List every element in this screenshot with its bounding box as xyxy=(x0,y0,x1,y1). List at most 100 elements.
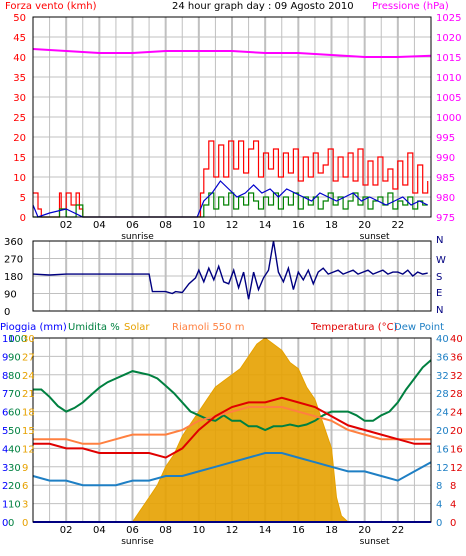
humidity-tick-label: 40 xyxy=(8,444,21,455)
x-tick-label: 14 xyxy=(259,220,272,231)
x-tick-label: 12 xyxy=(226,525,239,536)
humidity-tick-label: 50 xyxy=(8,426,21,437)
pressure-tick-label: 1025 xyxy=(436,13,461,24)
legend-rain: Pioggia (mm) xyxy=(0,322,67,333)
compass-label: E xyxy=(436,288,442,299)
rain-tick-label: 4 xyxy=(2,444,8,455)
x-tick-label: 10 xyxy=(192,220,205,231)
sunset-label: sunset xyxy=(360,232,390,242)
rain-tick-label: 10 xyxy=(2,334,15,345)
wind-avg-series xyxy=(33,192,428,218)
pressure-axis-title: Pressione (hPa) xyxy=(372,1,449,12)
direction-tick-label: 270 xyxy=(4,255,23,266)
wind-tick-label: 0 xyxy=(20,213,26,224)
pressure-tick-label: 980 xyxy=(436,193,455,204)
humidity-tick-label: 20 xyxy=(8,481,21,492)
humidity-tick-label: 10 xyxy=(8,500,21,511)
pressure-tick-label: 1005 xyxy=(436,93,461,104)
x-tick-label: 08 xyxy=(159,525,172,536)
sunrise-label: sunrise xyxy=(121,537,154,547)
humidity-tick-label: 0 xyxy=(8,518,14,529)
pressure-tick-label: 1020 xyxy=(436,33,461,44)
pressure-tick-label: 995 xyxy=(436,133,455,144)
direction-tick-label: 360 xyxy=(4,237,23,248)
x-tick-label: 16 xyxy=(292,220,305,231)
solar-tick-label: 6 xyxy=(22,481,28,492)
pressure-tick-label: 990 xyxy=(436,153,455,164)
plot-frame-2 xyxy=(32,240,432,312)
dewpoint-tick-label: 0 xyxy=(436,518,442,529)
legend-temperature: Temperatura (°C) xyxy=(310,322,398,333)
wind-tick-label: 30 xyxy=(13,93,26,104)
temperature-tick-label: 12 xyxy=(450,463,463,474)
wind-axis-title: Forza vento (kmh) xyxy=(5,1,97,12)
x-tick-label: 12 xyxy=(226,220,239,231)
x-tick-label: 20 xyxy=(358,220,371,231)
dewpoint-tick-label: 12 xyxy=(436,463,449,474)
pressure-tick-label: 1010 xyxy=(436,73,461,84)
wind-tick-label: 40 xyxy=(13,53,26,64)
rain-tick-label: 1 xyxy=(2,500,8,511)
direction-tick-label: 0 xyxy=(4,307,10,318)
dewpoint-tick-label: 20 xyxy=(436,426,449,437)
temperature-tick-label: 36 xyxy=(450,352,463,363)
temperature-tick-label: 32 xyxy=(450,371,463,382)
pressure-series xyxy=(32,48,432,58)
solar-tick-label: 3 xyxy=(22,500,28,511)
legend-riamoli: Riamoli 550 m xyxy=(172,322,244,333)
humidity-tick-label: 80 xyxy=(8,371,21,382)
x-tick-label: 16 xyxy=(292,525,305,536)
temperature-tick-label: 4 xyxy=(450,500,456,511)
compass-label: N xyxy=(436,305,443,316)
humidity-tick-label: 60 xyxy=(8,408,21,419)
sunset-label: sunset xyxy=(360,537,390,547)
plot-frame-3 xyxy=(32,337,432,523)
wind-tick-label: 20 xyxy=(13,133,26,144)
x-tick-label: 22 xyxy=(391,220,404,231)
pressure-tick-label: 985 xyxy=(436,173,455,184)
dewpoint-tick-label: 8 xyxy=(436,481,442,492)
legend-humidity: Umidita % xyxy=(68,322,120,333)
legend-dewpoint: Dew Point xyxy=(394,322,444,333)
rain-tick-label: 0 xyxy=(2,518,8,529)
temperature-series xyxy=(33,396,431,459)
sunrise-label: sunrise xyxy=(121,232,154,242)
rain-tick-label: 2 xyxy=(2,481,8,492)
dewpoint-tick-label: 32 xyxy=(436,371,449,382)
chart-title: 24 hour graph day : 09 Agosto 2010 xyxy=(172,1,354,12)
compass-label: N xyxy=(436,235,443,246)
riamoli-series xyxy=(33,406,431,445)
x-tick-label: 22 xyxy=(391,525,404,536)
temperature-tick-label: 20 xyxy=(450,426,463,437)
solar-tick-label: 18 xyxy=(22,408,35,419)
solar-area xyxy=(33,337,431,523)
pressure-tick-label: 975 xyxy=(436,213,455,224)
dewpoint-tick-label: 4 xyxy=(436,500,442,511)
x-tick-label: 06 xyxy=(126,525,139,536)
wind-tick-label: 50 xyxy=(13,13,26,24)
dewpoint-tick-label: 40 xyxy=(436,334,449,345)
wind-tick-label: 10 xyxy=(13,173,26,184)
x-tick-label: 18 xyxy=(325,525,338,536)
humidity-tick-label: 70 xyxy=(8,389,21,400)
solar-tick-label: 30 xyxy=(22,334,35,345)
humidity-tick-label: 90 xyxy=(8,352,21,363)
x-tick-label: 04 xyxy=(93,525,106,536)
temperature-tick-label: 40 xyxy=(450,334,463,345)
temperature-tick-label: 28 xyxy=(450,389,463,400)
humidity-tick-label: 100 xyxy=(8,334,27,345)
wind-tick-label: 5 xyxy=(20,193,26,204)
temperature-tick-label: 24 xyxy=(450,408,463,419)
dewpoint-series xyxy=(32,452,432,487)
solar-tick-label: 15 xyxy=(22,426,35,437)
rain-tick-label: 9 xyxy=(2,352,8,363)
solar-tick-label: 0 xyxy=(22,518,28,529)
rain-tick-label: 5 xyxy=(2,426,8,437)
pressure-tick-label: 1015 xyxy=(436,53,461,64)
rain-tick-label: 6 xyxy=(2,408,8,419)
pressure-tick-label: 1000 xyxy=(436,113,461,124)
temperature-tick-label: 16 xyxy=(450,444,463,455)
dewpoint-tick-label: 36 xyxy=(436,352,449,363)
rain-tick-label: 7 xyxy=(2,389,8,400)
